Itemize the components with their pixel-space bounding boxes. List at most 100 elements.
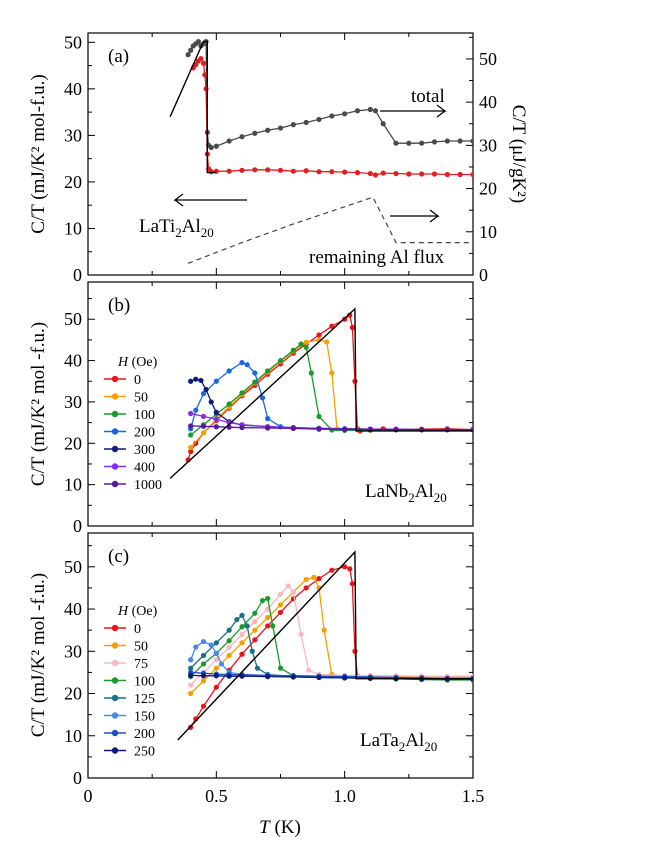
flux-label: remaining Al flux: [309, 247, 445, 268]
data-point: [195, 39, 201, 45]
data-point: [285, 583, 291, 589]
data-point: [200, 60, 207, 66]
legend-swatch-marker: [111, 428, 119, 435]
data-point: [290, 425, 296, 431]
data-point: [252, 627, 258, 633]
series-50-line: [190, 576, 473, 694]
data-point: [349, 581, 355, 587]
data-point: [218, 661, 225, 667]
data-point: [203, 386, 209, 393]
entropy-balance-line: [169, 307, 473, 479]
data-point: [354, 170, 361, 176]
y-tick-label: 50: [64, 309, 82, 329]
data-point: [252, 370, 258, 376]
data-point: [265, 127, 271, 133]
data-point: [188, 657, 194, 663]
data-point: [200, 661, 207, 667]
legend-label: 200: [134, 727, 155, 742]
y-right-tick-label: 50: [479, 49, 497, 69]
legend-label: 150: [134, 710, 155, 725]
data-point: [372, 108, 379, 114]
data-point: [188, 378, 194, 384]
legend-swatch-marker: [111, 677, 119, 684]
data-point: [208, 642, 214, 648]
data-point: [316, 674, 322, 681]
y-tick-label: 20: [64, 684, 82, 704]
data-point: [239, 612, 245, 618]
y-tick-label: 10: [64, 475, 82, 495]
data-point: [239, 167, 245, 173]
y-tick-label: 30: [64, 641, 82, 661]
data-point: [342, 169, 348, 175]
data-point: [316, 426, 322, 432]
data-point: [200, 391, 207, 397]
y-tick-label: 30: [64, 392, 82, 412]
data-point: [265, 674, 271, 680]
legend-swatch-marker: [111, 463, 119, 470]
data-point: [239, 134, 245, 140]
data-point: [290, 122, 296, 128]
legend: H (Oe) 0 50 75 100 125 150 200 250: [104, 604, 158, 760]
legend: H (Oe) 0 50 100 200 300 400 1000: [104, 355, 162, 493]
data-point: [316, 332, 322, 338]
data-point: [193, 376, 199, 382]
data-point: [380, 121, 386, 127]
data-point: [352, 648, 358, 654]
data-point: [198, 55, 204, 62]
x-tick-label: 1.5: [462, 786, 485, 806]
data-point: [226, 652, 232, 659]
panel-label: (c): [108, 546, 129, 567]
data-point: [308, 370, 314, 376]
data-point: [226, 627, 232, 633]
data-point: [406, 140, 412, 146]
legend-label: 100: [134, 408, 155, 423]
x-tick-label: 0.5: [205, 786, 228, 806]
data-point: [342, 111, 348, 117]
data-point: [226, 638, 232, 644]
data-point: [185, 52, 191, 58]
legend-swatch-marker: [111, 747, 119, 754]
data-point: [213, 378, 219, 384]
data-point: [213, 416, 219, 422]
data-point: [239, 390, 245, 396]
plot-area: [169, 39, 473, 264]
data-point: [324, 339, 330, 345]
series-125-line: [190, 614, 473, 680]
legend-swatch-marker: [111, 729, 119, 737]
y-tick-label: 30: [64, 125, 82, 145]
data-point: [226, 644, 232, 650]
data-point: [213, 665, 219, 671]
legend-swatch-marker: [111, 375, 119, 383]
data-point: [303, 344, 309, 350]
data-point: [431, 171, 438, 177]
legend-swatch-marker: [111, 712, 119, 719]
data-point: [470, 171, 473, 178]
data-point: [431, 139, 438, 145]
plot-area: [177, 550, 473, 741]
data-point: [234, 616, 240, 623]
y-right-tick-label: 0: [479, 265, 488, 285]
data-point: [188, 444, 194, 451]
data-point: [259, 395, 266, 401]
legend-title: H (Oe): [117, 604, 158, 619]
data-point: [342, 564, 348, 570]
data-point: [306, 667, 312, 673]
data-point: [290, 674, 296, 680]
y-tick-label: 20: [64, 433, 82, 453]
data-point: [316, 116, 322, 123]
data-point: [372, 172, 379, 178]
data-point: [200, 638, 207, 645]
data-point: [277, 602, 284, 608]
data-point: [200, 413, 207, 420]
data-point: [208, 169, 214, 175]
legend-swatch-marker: [111, 694, 119, 702]
data-point: [226, 368, 232, 374]
data-point: [298, 631, 304, 637]
data-point: [265, 415, 271, 422]
data-point: [265, 167, 271, 173]
legend-label: 250: [134, 745, 155, 760]
data-point: [226, 673, 232, 679]
data-point: [444, 171, 450, 178]
data-point: [239, 640, 245, 646]
